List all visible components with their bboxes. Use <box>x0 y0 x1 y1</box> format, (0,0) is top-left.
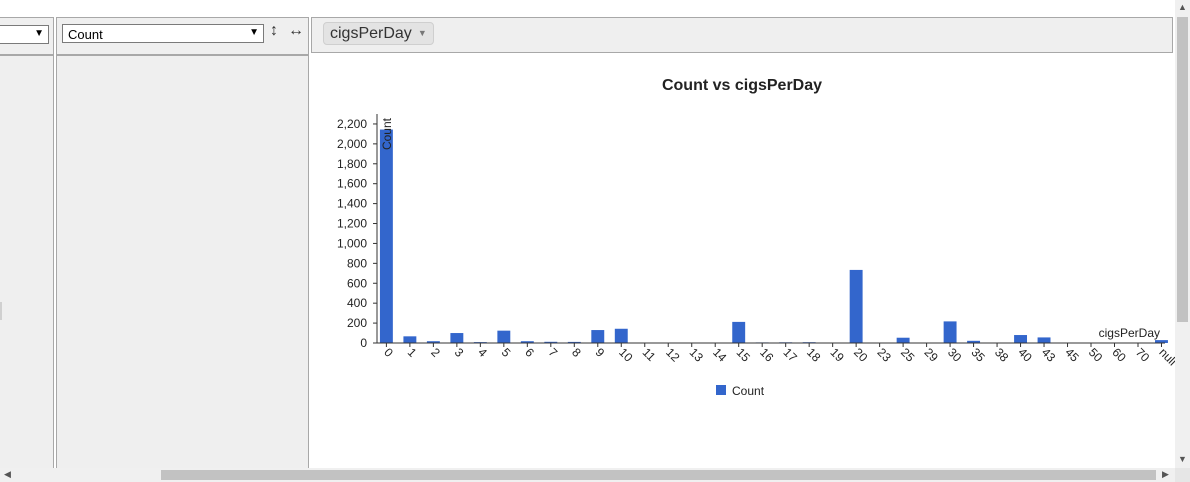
x-tick-label: 60 <box>1109 345 1129 365</box>
x-tick-label: 25 <box>898 345 918 365</box>
x-tick-label: 50 <box>1086 345 1106 365</box>
x-tick-label: 38 <box>992 345 1012 365</box>
bar-null[interactable] <box>1155 340 1168 343</box>
left-panel-resize-handle[interactable] <box>0 302 2 320</box>
scroll-left-icon[interactable]: ◀ <box>4 469 11 479</box>
x-tick-label: 5 <box>499 345 514 360</box>
x-tick-label: 1 <box>405 345 420 360</box>
x-tick-label: 45 <box>1062 345 1082 365</box>
scroll-right-icon[interactable]: ▶ <box>1162 469 1169 479</box>
x-tick-label: 15 <box>734 345 754 365</box>
x-tick-label: 7 <box>546 345 561 360</box>
column-field-label: cigsPerDay <box>330 25 412 42</box>
legend-label: Count <box>732 384 765 398</box>
aggregator-select[interactable]: Count ▼ <box>62 24 264 43</box>
x-tick-label: 29 <box>921 345 941 365</box>
aggregator-select-value: Count <box>68 27 103 42</box>
x-tick-label: 11 <box>640 345 659 364</box>
x-tick-label: 3 <box>452 345 467 360</box>
column-fields-panel: cigsPerDay ▼ <box>311 17 1173 53</box>
bar-15[interactable] <box>732 321 746 343</box>
sort-rows-icon[interactable]: ↕ <box>270 22 278 39</box>
x-tick-label: null <box>1156 345 1175 368</box>
chart-area: Count vs cigsPerDay 0 200 400 600 800 1,000 1,… <box>311 55 1175 468</box>
x-tick-label: 35 <box>968 345 988 365</box>
x-tick-label: 30 <box>945 345 965 365</box>
x-tick-label: 13 <box>687 345 707 365</box>
bar-30[interactable] <box>943 321 957 343</box>
bar-3[interactable] <box>450 333 464 343</box>
x-tick-label: 16 <box>757 345 777 365</box>
y-tick-label: 600 <box>347 276 367 290</box>
bar-6[interactable] <box>520 341 534 343</box>
y-tick-label: 1,800 <box>337 157 367 171</box>
bar-35[interactable] <box>967 340 981 343</box>
scrollbar-corner <box>1175 468 1190 482</box>
y-tick-label: 0 <box>360 336 367 350</box>
y-tick-label: 1,200 <box>337 217 367 231</box>
x-tick-label: 70 <box>1133 345 1153 365</box>
x-tick-label: 0 <box>381 345 396 360</box>
x-tick-label: 8 <box>569 345 584 360</box>
bar-7[interactable] <box>544 341 558 343</box>
column-field-pill[interactable]: cigsPerDay ▼ <box>323 22 434 45</box>
aggregator-panel: Count ▼ ↕ ↔ <box>56 17 309 55</box>
x-tick-label: 6 <box>522 345 537 360</box>
horizontal-scrollbar[interactable]: ◀ ▶ <box>0 468 1175 482</box>
bar-1[interactable] <box>403 336 417 343</box>
y-tick-label: 2,000 <box>337 137 367 151</box>
bar-chart: Count vs cigsPerDay 02004006008001,0001,… <box>337 77 1175 398</box>
bar-43[interactable] <box>1037 337 1051 343</box>
x-axis-title: cigsPerDay <box>1099 326 1160 340</box>
bar-25[interactable] <box>896 337 910 343</box>
bar-0[interactable] <box>379 129 393 343</box>
x-tick-label: 10 <box>616 345 636 365</box>
horizontal-scroll-thumb[interactable] <box>161 470 1156 480</box>
x-tick-label: 18 <box>804 345 824 365</box>
bar-2[interactable] <box>426 341 440 343</box>
y-tick-label: 1,400 <box>337 197 367 211</box>
x-tick-label: 23 <box>875 345 895 365</box>
bar-20[interactable] <box>849 269 863 343</box>
x-tick-label: 40 <box>1015 345 1035 365</box>
y-tick-label: 200 <box>347 316 367 330</box>
scroll-up-icon[interactable]: ▲ <box>1178 2 1187 12</box>
x-tick-label: 43 <box>1039 345 1059 365</box>
y-tick-label: 2,200 <box>337 117 367 131</box>
legend: Count <box>716 384 765 398</box>
x-tick-label: 17 <box>781 345 801 365</box>
y-axis-title: Count <box>380 117 394 150</box>
y-tick-label: 800 <box>347 256 367 270</box>
bar-8[interactable] <box>567 341 581 343</box>
bar-40[interactable] <box>1014 335 1028 343</box>
bar-5[interactable] <box>497 330 511 343</box>
x-tick-label: 12 <box>663 345 683 365</box>
legend-swatch <box>716 385 726 395</box>
x-tick-label: 4 <box>475 345 490 360</box>
vertical-scrollbar[interactable]: ▲ ▼ <box>1175 0 1190 468</box>
x-tick-label: 19 <box>828 345 848 365</box>
y-tick-label: 400 <box>347 296 367 310</box>
chevron-down-icon: ▼ <box>34 28 44 39</box>
x-tick-label: 14 <box>710 345 730 365</box>
y-tick-label: 1,000 <box>337 236 367 250</box>
chart-title: Count vs cigsPerDay <box>662 77 822 94</box>
vertical-scroll-thumb[interactable] <box>1177 17 1188 322</box>
chevron-down-icon: ▼ <box>249 27 259 38</box>
x-tick-label: 9 <box>593 345 608 360</box>
left-panel-body <box>0 55 54 470</box>
y-tick-label: 1,600 <box>337 177 367 191</box>
dropdown-triangle-icon[interactable]: ▼ <box>417 28 427 38</box>
bar-9[interactable] <box>591 330 605 343</box>
x-tick-label: 2 <box>428 345 443 360</box>
sort-columns-icon[interactable]: ↔ <box>288 22 304 39</box>
renderer-select[interactable]: ▼ <box>0 25 49 44</box>
row-fields-panel <box>56 55 309 470</box>
left-panel-header: ▼ <box>0 17 54 55</box>
scroll-down-icon[interactable]: ▼ <box>1178 454 1187 464</box>
bar-10[interactable] <box>614 328 628 343</box>
x-tick-label: 20 <box>851 345 871 365</box>
